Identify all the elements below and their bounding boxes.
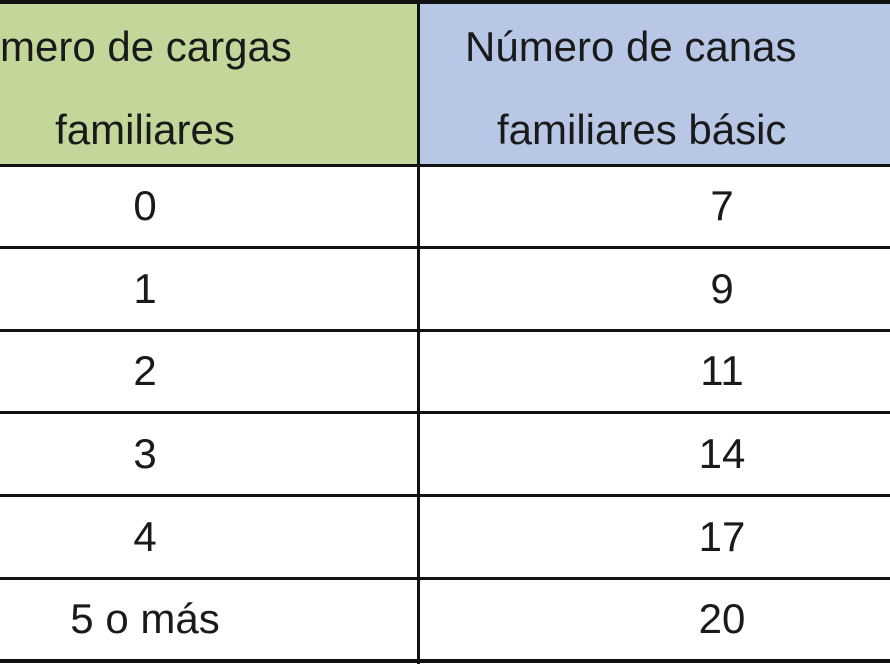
border: [0, 246, 890, 249]
cell-text: 20: [698, 595, 746, 642]
cell-text: 3: [133, 430, 157, 477]
cell-text: 14: [698, 430, 746, 477]
border: [417, 0, 420, 664]
header-text: Número de canas: [465, 23, 797, 70]
border: [0, 164, 890, 167]
cell-text: 7: [710, 182, 734, 229]
cell-text: 5 o más: [70, 595, 220, 642]
border: [0, 577, 890, 580]
cell-text: 2: [133, 347, 157, 394]
cell-text: 1: [133, 265, 157, 312]
header-text: familiares: [55, 106, 235, 153]
border: [0, 329, 890, 332]
header-cell: [0, 0, 418, 165]
cell-text: 17: [698, 513, 746, 560]
cell-text: 11: [700, 347, 744, 394]
border: [0, 494, 890, 497]
border: [0, 411, 890, 414]
header-text: mero de cargas: [0, 23, 292, 70]
cell-text: 9: [710, 265, 734, 312]
border: [0, 0, 890, 4]
cell-text: 4: [133, 513, 157, 560]
border: [0, 659, 890, 663]
header-cell: [418, 0, 890, 165]
cell-text: 0: [133, 182, 157, 229]
header-text: familiares básic: [497, 106, 787, 153]
